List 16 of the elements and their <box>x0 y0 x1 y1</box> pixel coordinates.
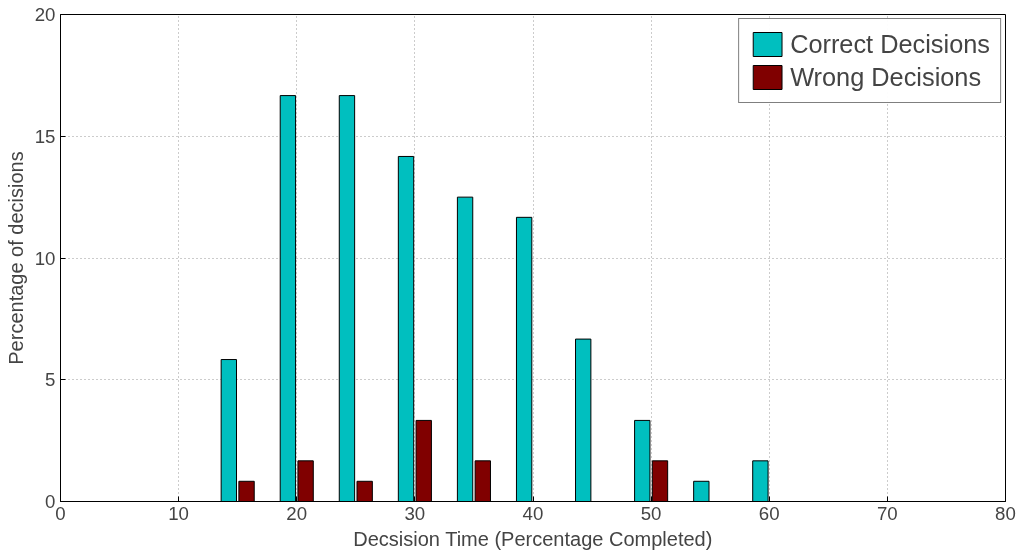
x-tick-label: 40 <box>522 502 544 524</box>
legend-label: Wrong Decisions <box>790 62 982 92</box>
y-tick-label: 5 <box>45 369 56 391</box>
legend-label: Correct Decisions <box>790 29 990 59</box>
y-axis-title: Percentage of decisions <box>4 151 27 365</box>
x-tick-label: 10 <box>168 502 190 524</box>
y-tick-label: 20 <box>34 4 56 25</box>
x-tick-label: 70 <box>877 502 898 524</box>
x-tick-label: 30 <box>404 502 426 524</box>
x-tick-label: 20 <box>286 502 308 524</box>
x-axis-title: Decsision Time (Percentage Completed) <box>353 527 713 550</box>
x-tick-label: 80 <box>995 502 1016 524</box>
x-tick-label: 60 <box>758 502 780 524</box>
y-tick-label: 15 <box>34 125 56 147</box>
y-tick-label: 10 <box>34 247 56 269</box>
x-tick-label: 50 <box>640 502 662 524</box>
